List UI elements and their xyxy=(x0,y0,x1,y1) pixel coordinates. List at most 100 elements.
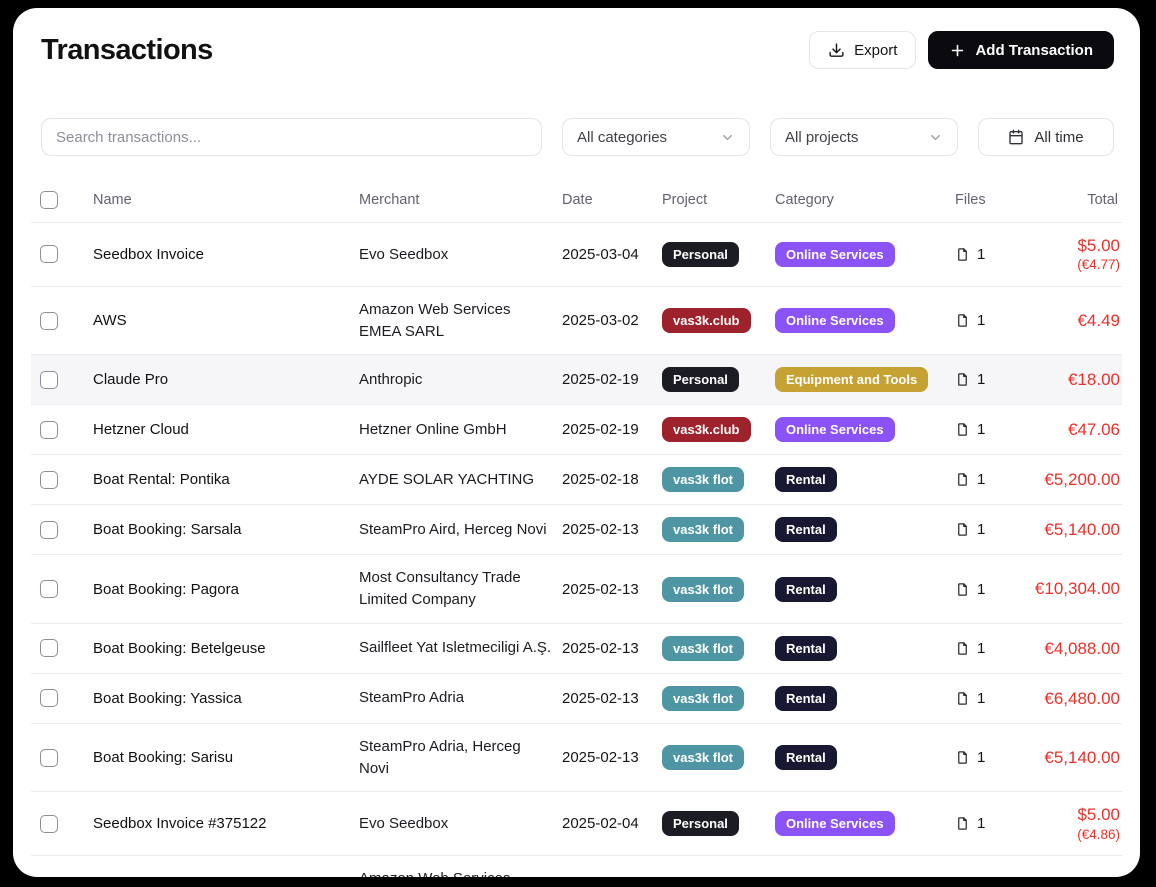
row-checkbox[interactable] xyxy=(40,580,58,599)
files-cell: 1 xyxy=(955,723,1019,793)
category-badge[interactable]: Rental xyxy=(775,635,837,661)
chevron-down-icon xyxy=(720,130,735,145)
total-secondary-amount: (€4.77) xyxy=(1077,257,1120,273)
calendar-icon xyxy=(1008,129,1024,145)
row-checkbox[interactable] xyxy=(40,245,58,264)
file-icon xyxy=(955,581,977,598)
category-badge[interactable]: Online Services xyxy=(775,417,895,443)
files-cell: 1 xyxy=(955,791,1019,857)
table-row[interactable]: Boat Booking: Yassica SteamPro Adria 202… xyxy=(31,673,1122,724)
row-checkbox[interactable] xyxy=(40,639,58,658)
transaction-merchant: AYDE SOLAR YACHTING xyxy=(359,454,562,506)
category-badge[interactable]: Rental xyxy=(775,745,837,771)
project-badge[interactable]: vas3k flot xyxy=(662,517,744,543)
file-icon xyxy=(955,421,977,438)
project-badge[interactable]: vas3k flot xyxy=(662,635,744,661)
transaction-name: Boat Booking: Sarisu xyxy=(93,723,359,793)
total-cell: €18.00 xyxy=(1019,354,1122,406)
transactions-table-body: Seedbox Invoice Evo Seedbox 2025-03-04 P… xyxy=(31,222,1122,877)
project-badge[interactable]: Personal xyxy=(662,367,739,393)
project-badge[interactable]: vas3k flot xyxy=(662,467,744,493)
row-checkbox[interactable] xyxy=(40,470,58,489)
total-amount: €47.06 xyxy=(1068,420,1120,440)
table-row[interactable]: Boat Booking: Sarisu SteamPro Adria, Her… xyxy=(31,723,1122,793)
categories-select[interactable]: All categories xyxy=(562,118,750,156)
total-cell: €6,480.00 xyxy=(1019,673,1122,724)
project-badge[interactable]: vas3k flot xyxy=(662,745,744,771)
add-transaction-button[interactable]: Add Transaction xyxy=(928,31,1114,69)
transaction-date: 2025-02-18 xyxy=(562,454,662,506)
transaction-date: 2025-02-13 xyxy=(562,723,662,793)
column-header-category: Category xyxy=(775,178,955,223)
project-badge[interactable]: vas3k flot xyxy=(662,576,744,602)
category-badge[interactable]: Rental xyxy=(775,685,837,711)
project-badge[interactable]: vas3k.club xyxy=(662,417,751,443)
transaction-name: Claude Pro xyxy=(93,354,359,406)
row-checkbox[interactable] xyxy=(40,420,58,439)
transaction-merchant: Evo Seedbox xyxy=(359,222,562,287)
total-amount: $5.00 xyxy=(1077,236,1120,255)
select-all-checkbox[interactable] xyxy=(40,191,58,209)
file-icon xyxy=(955,246,977,263)
files-cell: 1 xyxy=(955,404,1019,456)
total-cell: $5.00 (€4.86) xyxy=(1019,791,1122,857)
column-header-files: Files xyxy=(955,178,1019,223)
project-badge[interactable]: vas3k flot xyxy=(662,685,744,711)
category-badge[interactable]: Online Services xyxy=(775,241,895,267)
transaction-name: Boat Booking: Yassica xyxy=(93,673,359,724)
table-row[interactable]: Boat Booking: Betelgeuse Sailfleet Yat I… xyxy=(31,623,1122,674)
project-badge[interactable]: vas3k.club xyxy=(662,308,751,334)
chevron-down-icon xyxy=(928,130,943,145)
total-cell: $5.00 (€4.77) xyxy=(1019,222,1122,287)
category-badge[interactable]: Online Services xyxy=(775,308,895,334)
transaction-merchant: Amazon Web Services EMEA SARL xyxy=(359,855,562,877)
table-row[interactable]: Seedbox Invoice Evo Seedbox 2025-03-04 P… xyxy=(31,222,1122,287)
project-badge[interactable]: Personal xyxy=(662,241,739,267)
total-cell: €4.74 xyxy=(1019,855,1122,877)
transaction-merchant: Amazon Web Services EMEA SARL xyxy=(359,286,562,356)
row-checkbox[interactable] xyxy=(40,311,58,330)
transaction-merchant: SteamPro Aird, Herceg Novi xyxy=(359,504,562,556)
search-input[interactable] xyxy=(56,128,527,146)
category-badge[interactable]: Rental xyxy=(775,517,837,543)
table-row[interactable]: Boat Booking: Pagora Most Consultancy Tr… xyxy=(31,554,1122,624)
transaction-date: 2025-02-13 xyxy=(562,504,662,556)
row-checkbox[interactable] xyxy=(40,689,58,708)
project-badge[interactable]: Personal xyxy=(662,811,739,837)
total-amount: €6,480.00 xyxy=(1044,688,1120,708)
category-badge[interactable]: Rental xyxy=(775,576,837,602)
transaction-date: 2025-03-02 xyxy=(562,286,662,356)
transactions-table: Name Merchant Date Project Category File… xyxy=(31,178,1122,877)
file-icon xyxy=(955,521,977,538)
category-badge[interactable]: Rental xyxy=(775,467,837,493)
export-button[interactable]: Export xyxy=(809,31,917,69)
total-cell: €47.06 xyxy=(1019,404,1122,456)
category-badge[interactable]: Equipment and Tools xyxy=(775,367,929,393)
files-cell: 1 xyxy=(955,673,1019,724)
plus-icon xyxy=(949,42,966,59)
table-row[interactable]: Boat Booking: Sarsala SteamPro Aird, Her… xyxy=(31,504,1122,556)
table-row[interactable]: Boat Rental: Pontika AYDE SOLAR YACHTING… xyxy=(31,454,1122,506)
transaction-name: Boat Rental: Pontika xyxy=(93,454,359,506)
file-count: 1 xyxy=(977,312,986,330)
row-checkbox[interactable] xyxy=(40,370,58,389)
table-row[interactable]: Claude Pro Anthropic 2025-02-19 Personal… xyxy=(31,354,1122,406)
files-cell: 1 xyxy=(955,623,1019,674)
column-header-name: Name xyxy=(93,178,359,223)
row-checkbox[interactable] xyxy=(40,748,58,767)
table-row[interactable]: AWS Amazon Web Services EMEA SARL 2025-0… xyxy=(31,855,1122,877)
table-row[interactable]: Seedbox Invoice #375122 Evo Seedbox 2025… xyxy=(31,791,1122,857)
table-row[interactable]: Hetzner Cloud Hetzner Online GmbH 2025-0… xyxy=(31,404,1122,456)
projects-select[interactable]: All projects xyxy=(770,118,958,156)
date-range-button[interactable]: All time xyxy=(978,118,1114,156)
row-checkbox[interactable] xyxy=(40,814,58,833)
total-cell: €4.49 xyxy=(1019,286,1122,356)
category-badge[interactable]: Online Services xyxy=(775,811,895,837)
row-checkbox[interactable] xyxy=(40,520,58,539)
file-count: 1 xyxy=(977,639,986,657)
transaction-merchant: Most Consultancy Trade Limited Company xyxy=(359,554,562,624)
transaction-merchant: Sailfleet Yat Isletmeciligi A.Ş. xyxy=(359,623,562,674)
header-actions: Export Add Transaction xyxy=(809,31,1114,69)
file-count: 1 xyxy=(977,371,986,389)
table-row[interactable]: AWS Amazon Web Services EMEA SARL 2025-0… xyxy=(31,286,1122,356)
